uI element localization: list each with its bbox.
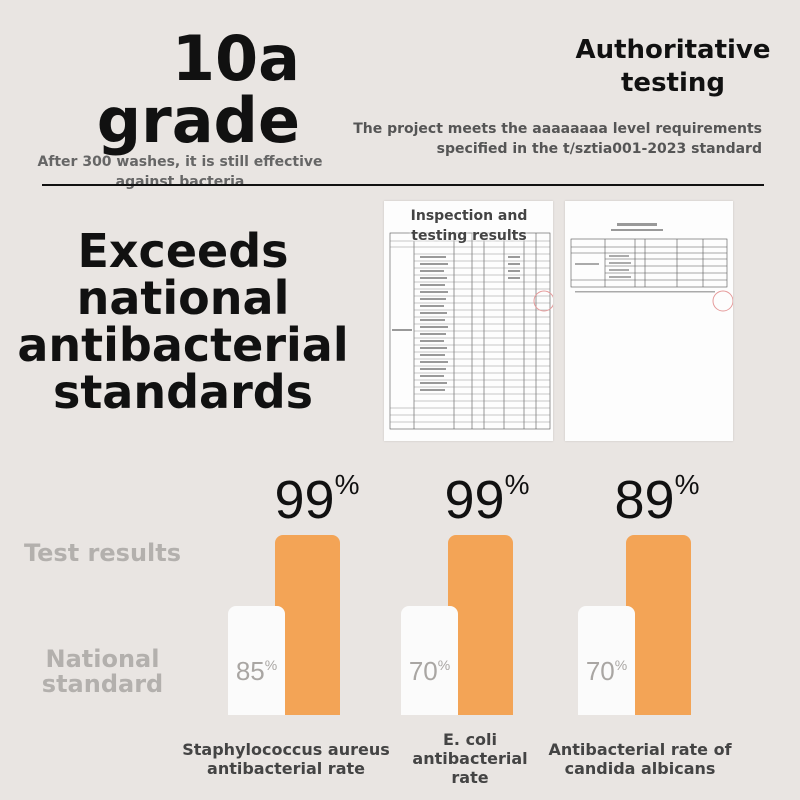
headline: Exceeds national antibacterial standards bbox=[17, 224, 349, 419]
test-result-value: 99% bbox=[274, 469, 360, 531]
grade-title-line1: 10a bbox=[171, 22, 300, 95]
grade-title-line2: grade bbox=[96, 84, 300, 157]
authoritative-testing-title: Authoritative testing bbox=[575, 35, 771, 98]
category-label: Antibacterial rate of candida albicans bbox=[548, 740, 732, 778]
test-results-label: Test results bbox=[23, 539, 182, 567]
national-standard-bar bbox=[228, 606, 285, 715]
test-result-value: 99% bbox=[444, 469, 530, 531]
standard-description: The project meets the aaaaaaaa level req… bbox=[353, 121, 762, 157]
category-label: E. coli antibacterial rate bbox=[412, 730, 528, 787]
category-label: Staphylococcus aureus antibacterial rate bbox=[182, 740, 390, 778]
test-result-bar bbox=[626, 535, 691, 715]
inspection-results-label: Inspection and testing results bbox=[410, 208, 528, 244]
washes-note: After 300 washes, it is still effective … bbox=[37, 154, 323, 190]
test-result-value: 89% bbox=[614, 469, 700, 531]
report-table-2 bbox=[570, 223, 734, 312]
national-standard-value: 70% bbox=[585, 656, 628, 686]
header-divider bbox=[42, 184, 764, 186]
test-report-image-2 bbox=[565, 201, 734, 441]
national-standard-bar bbox=[401, 606, 458, 715]
national-standard-label: National standard bbox=[41, 645, 164, 698]
test-result-bar bbox=[448, 535, 513, 715]
test-result-bar bbox=[275, 535, 340, 715]
report-table-1 bbox=[389, 232, 555, 430]
test-report-image-1 bbox=[384, 201, 555, 441]
national-standard-value: 70% bbox=[408, 656, 451, 686]
national-standard-bar bbox=[578, 606, 635, 715]
national-standard-value: 85% bbox=[235, 656, 278, 686]
